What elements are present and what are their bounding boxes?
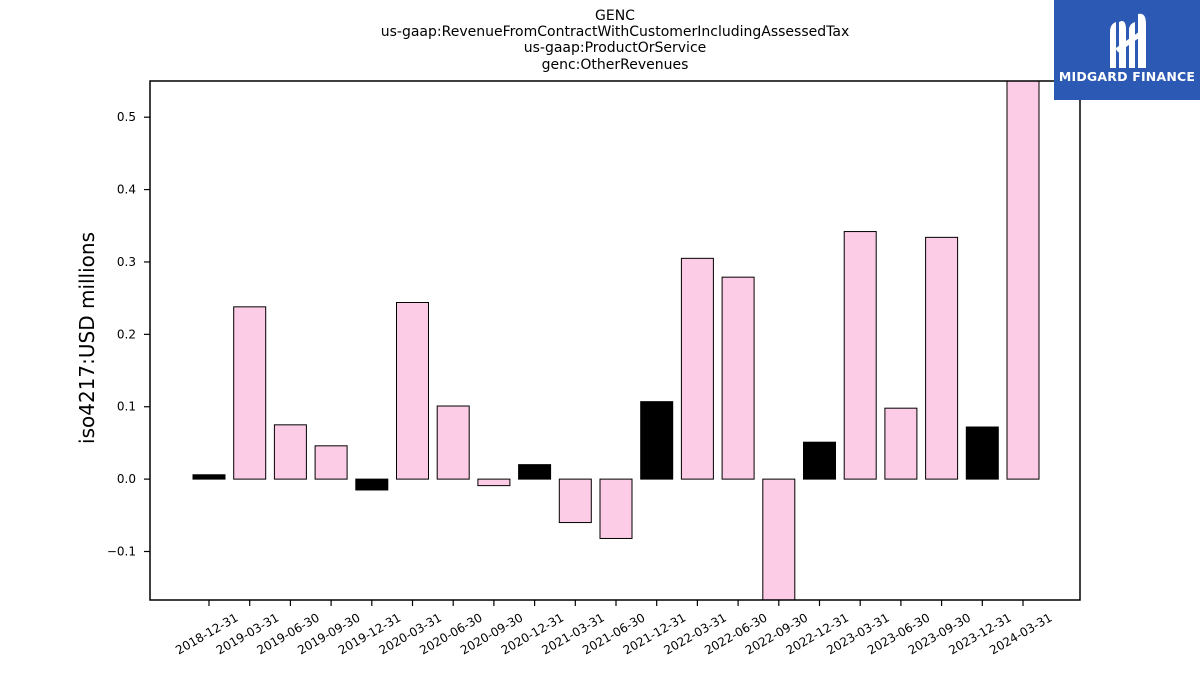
y-axis-label: iso4217:USD millions bbox=[75, 232, 99, 444]
bar-2022-03-31 bbox=[680, 257, 714, 480]
bar-2023-03-31 bbox=[843, 231, 877, 480]
logo-text: MIDGARD FINANCE bbox=[1058, 69, 1196, 84]
title-line-4: genc:OtherRevenues bbox=[542, 57, 689, 73]
bar-2023-09-30 bbox=[925, 236, 959, 480]
bar-2021-03-31 bbox=[558, 478, 592, 524]
bar-2024-03-31 bbox=[1006, 80, 1040, 480]
y-tick-label: 0.0 bbox=[117, 472, 136, 486]
bar-2021-12-31 bbox=[640, 401, 674, 480]
title-line-2: us-gaap:RevenueFromContractWithCustomerI… bbox=[381, 24, 850, 40]
y-tick-label: −0.1 bbox=[107, 545, 136, 559]
bar-2023-06-30 bbox=[884, 407, 918, 480]
plot-frame bbox=[149, 80, 1081, 601]
bar-2019-12-31 bbox=[355, 478, 389, 491]
bars-group bbox=[192, 80, 1040, 601]
bar-2022-12-31 bbox=[803, 441, 836, 480]
y-tick-label: 0.1 bbox=[117, 400, 136, 414]
chart-title: GENC us-gaap:RevenueFromContractWithCust… bbox=[381, 8, 850, 73]
bar-2019-06-30 bbox=[273, 424, 307, 480]
bar-2020-12-31 bbox=[518, 464, 552, 480]
bar-2020-09-30 bbox=[477, 478, 511, 487]
title-line-1: GENC bbox=[595, 8, 635, 24]
bar-2018-12-31 bbox=[192, 474, 226, 480]
y-tick-label: 0.4 bbox=[117, 183, 136, 197]
bar-2022-06-30 bbox=[721, 276, 755, 480]
y-tick-label: 0.2 bbox=[117, 327, 136, 341]
bar-2019-03-31 bbox=[233, 306, 267, 480]
bar-2020-06-30 bbox=[436, 405, 470, 480]
bar-2020-03-31 bbox=[396, 301, 429, 480]
bar-2023-12-31 bbox=[965, 426, 999, 480]
bar-2019-09-30 bbox=[314, 445, 348, 480]
y-ticks-group: −0.1 0.0 0.1 0.2 0.3 0.4 0.5 bbox=[107, 110, 150, 559]
y-tick-label: 0.3 bbox=[117, 255, 136, 269]
title-line-3: us-gaap:ProductOrService bbox=[524, 40, 707, 56]
logo-mark-icon bbox=[1110, 13, 1146, 68]
midgard-finance-logo: MIDGARD FINANCE bbox=[1054, 0, 1200, 100]
y-tick-label: 0.5 bbox=[117, 110, 136, 124]
bar-2021-06-30 bbox=[599, 478, 633, 539]
bar-2022-09-30 bbox=[762, 478, 796, 601]
x-ticks-group: 2018-12-312019-03-312019-06-302019-09-30… bbox=[173, 600, 1055, 657]
